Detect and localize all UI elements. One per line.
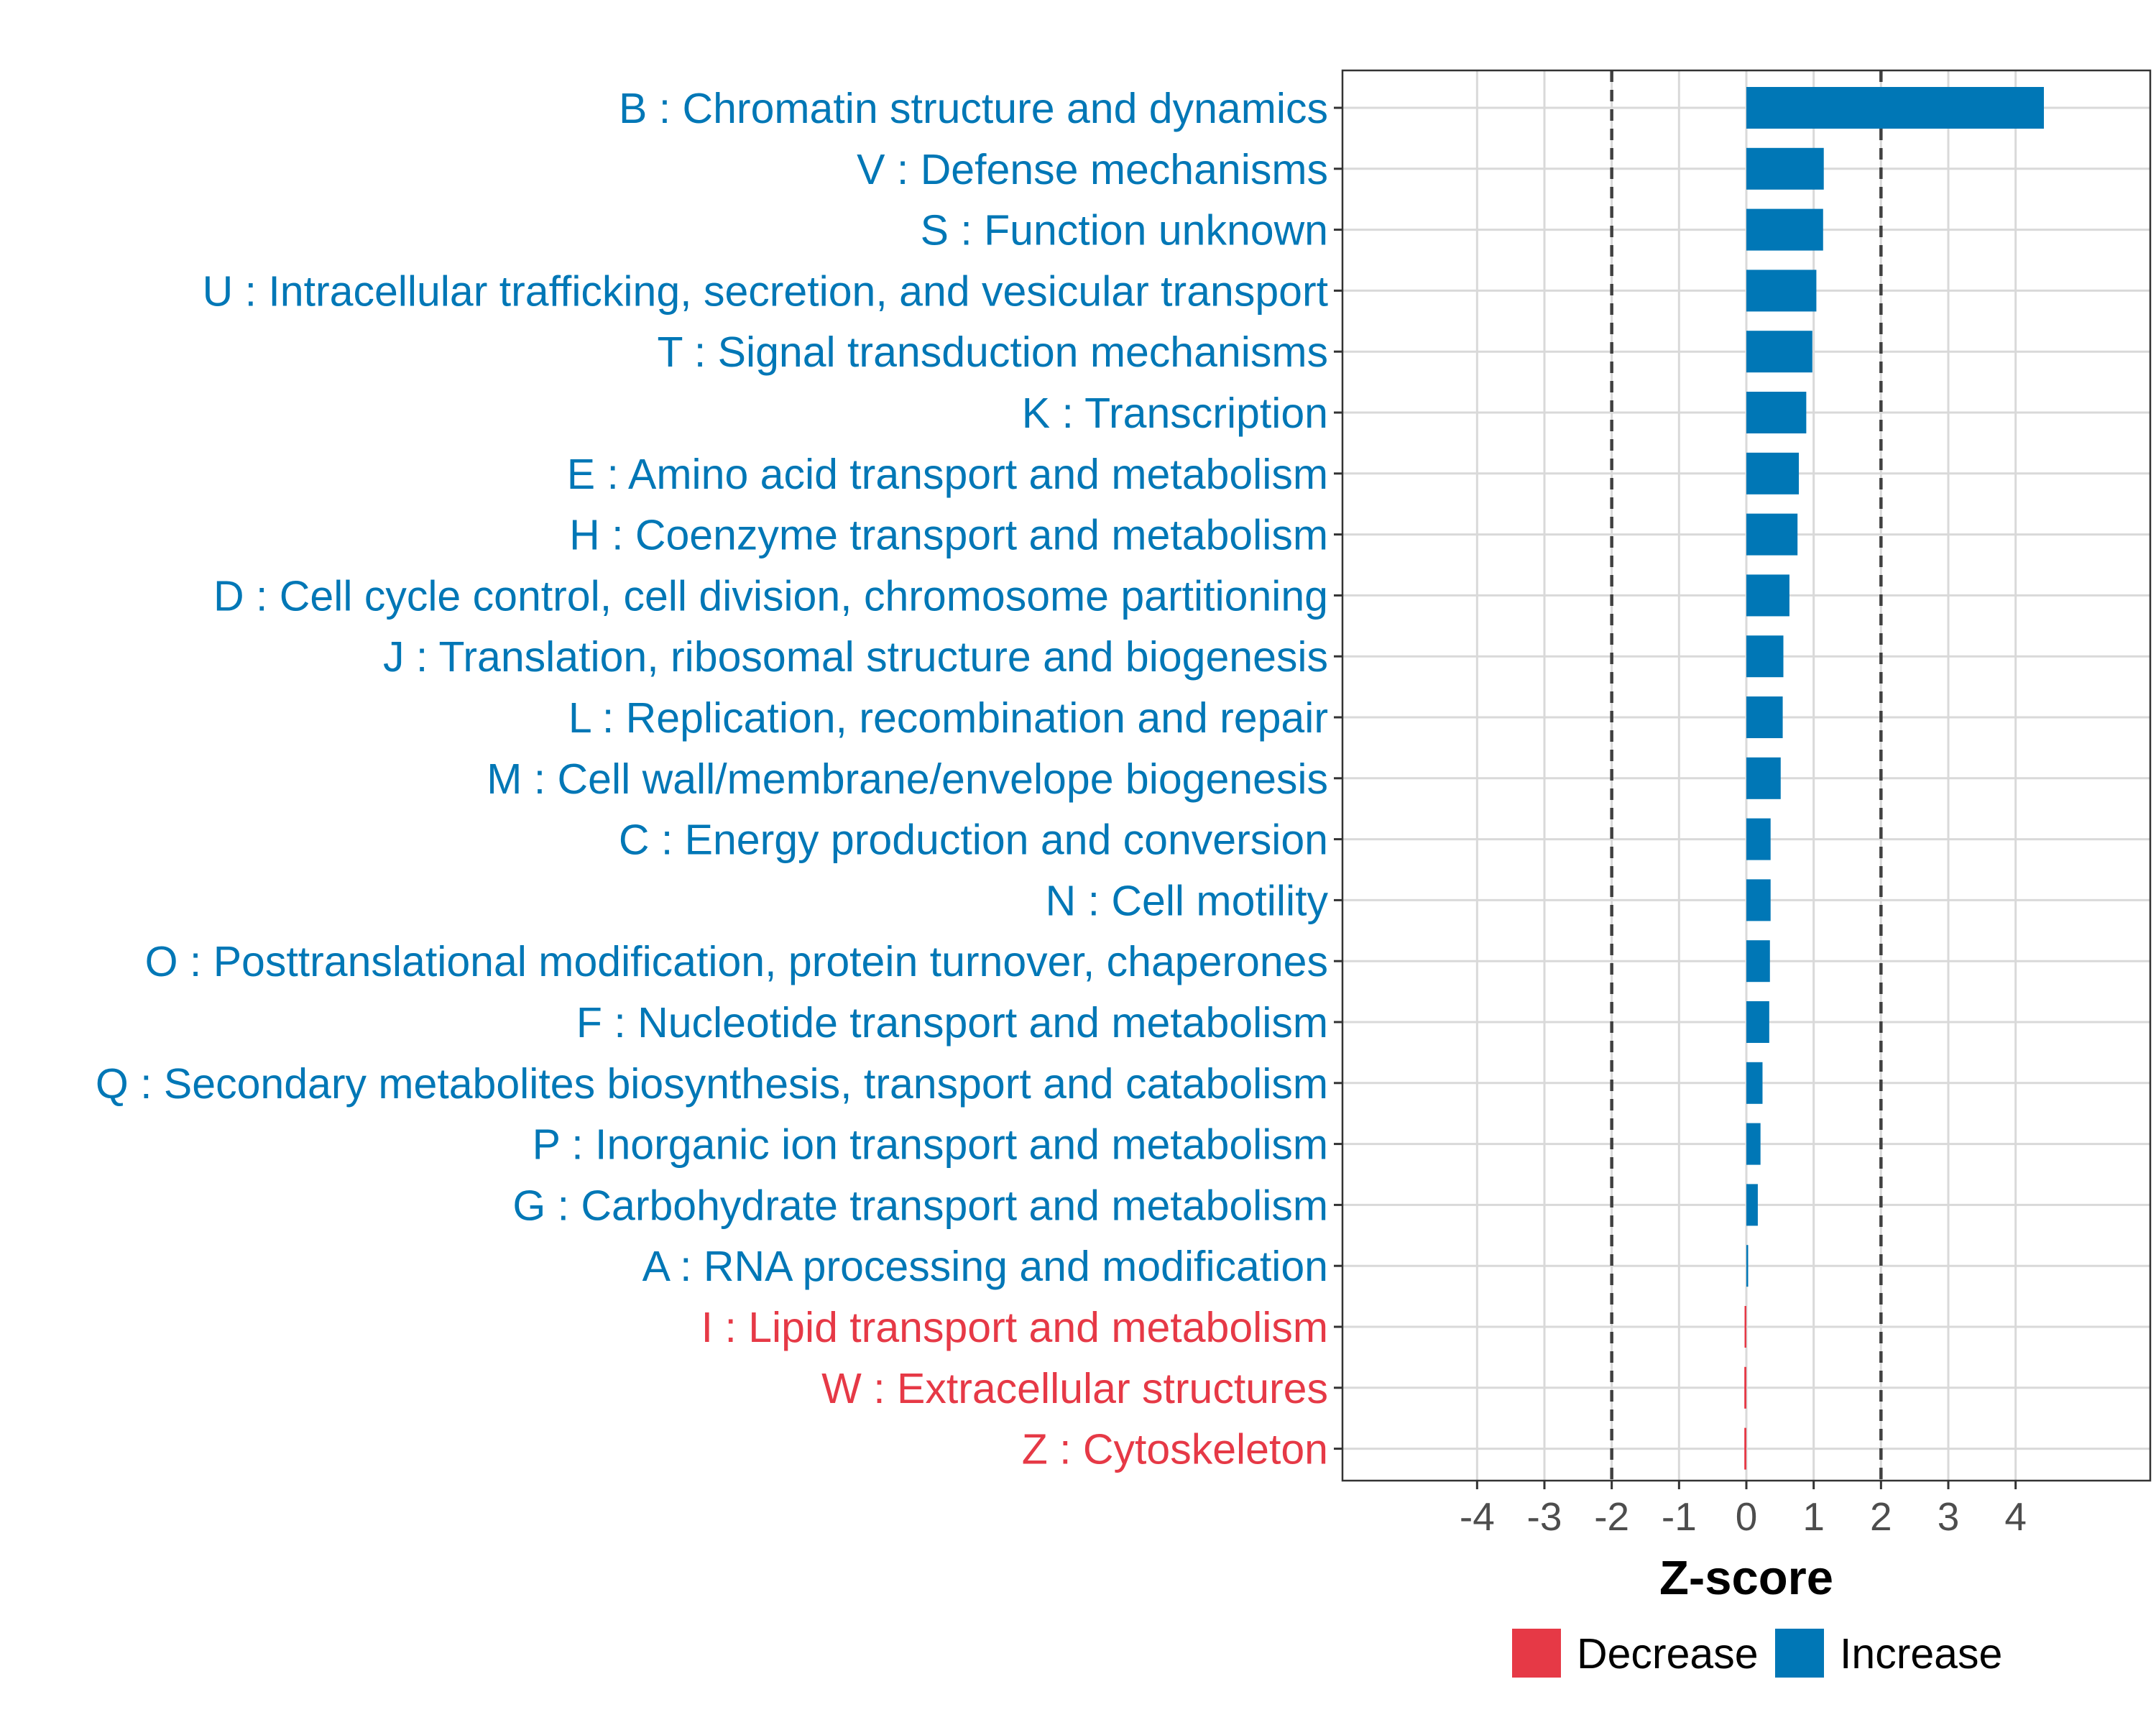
x-axis-ticks	[1475, 1481, 2017, 1489]
bar	[1746, 1123, 1761, 1165]
x-tick-label: -2	[1594, 1494, 1629, 1539]
bar	[1746, 392, 1807, 433]
bar	[1744, 1427, 1746, 1470]
bar	[1746, 940, 1770, 983]
x-tick-label: 1	[1802, 1494, 1825, 1539]
category-label: L : Replication, recombination and repai…	[568, 694, 1328, 742]
category-label: E : Amino acid transport and metabolism	[567, 451, 1328, 498]
bar	[1746, 513, 1798, 556]
threshold-lines	[1610, 70, 1883, 1481]
y-axis-ticks	[1334, 106, 1342, 1450]
bar	[1746, 635, 1784, 678]
bar	[1746, 147, 1824, 190]
category-label: N : Cell motility	[1046, 877, 1329, 924]
category-label: G : Carbohydrate transport and metabolis…	[512, 1182, 1328, 1229]
category-label: O : Posttranslational modification, prot…	[145, 938, 1328, 985]
x-tick-label: -1	[1662, 1494, 1697, 1539]
bar	[1744, 1366, 1746, 1409]
bar	[1746, 87, 2045, 129]
category-label: Z : Cytoskeleton	[1022, 1426, 1328, 1473]
category-label: M : Cell wall/membrane/envelope biogenes…	[487, 755, 1328, 803]
bar	[1744, 1306, 1746, 1348]
bar	[1746, 757, 1781, 799]
x-axis-title: Z-score	[1659, 1551, 1833, 1605]
x-tick-label: -3	[1527, 1494, 1562, 1539]
category-label: T : Signal transduction mechanisms	[657, 328, 1328, 376]
category-label: K : Transcription	[1022, 390, 1328, 437]
category-label: C : Energy production and conversion	[619, 816, 1328, 864]
category-label: W : Extracellular structures	[821, 1365, 1328, 1412]
category-label: V : Defense mechanisms	[857, 146, 1328, 193]
category-label: J : Translation, ribosomal structure and…	[383, 633, 1328, 681]
y-axis-labels: B : Chromatin structure and dynamics V : …	[96, 85, 1329, 1473]
bar	[1746, 452, 1800, 494]
bar	[1746, 1184, 1758, 1226]
x-axis-tick-labels: -4 -3 -2 -1 0 1 2 3 4	[1460, 1494, 2027, 1539]
category-label: I : Lipid transport and metabolism	[701, 1304, 1328, 1351]
x-tick-label: 3	[1938, 1494, 1960, 1539]
legend-label: Decrease	[1577, 1630, 1759, 1678]
bar	[1746, 208, 1823, 251]
category-label: B : Chromatin structure and dynamics	[619, 85, 1328, 132]
category-label: D : Cell cycle control, cell division, c…	[213, 572, 1328, 620]
bar	[1746, 574, 1789, 617]
category-label: Q : Secondary metabolites biosynthesis, …	[96, 1060, 1328, 1108]
x-tick-label: -4	[1460, 1494, 1495, 1539]
bar	[1746, 696, 1783, 738]
category-label: H : Coenzyme transport and metabolism	[569, 512, 1328, 559]
category-label: F : Nucleotide transport and metabolism	[576, 999, 1328, 1046]
bar	[1746, 270, 1817, 312]
bars	[1744, 87, 2045, 1470]
legend-key	[1512, 1629, 1561, 1678]
bar	[1746, 879, 1771, 921]
bar	[1746, 1001, 1769, 1043]
legend: Decrease Increase	[1512, 1629, 2002, 1678]
category-label: S : Function unknown	[921, 207, 1328, 254]
bar	[1746, 331, 1812, 373]
category-label: P : Inorganic ion transport and metaboli…	[533, 1121, 1328, 1169]
bar	[1746, 1062, 1763, 1104]
category-label: U : Intracellular trafficking, secretion…	[203, 267, 1328, 315]
category-label: A : RNA processing and modification	[642, 1243, 1328, 1290]
legend-label: Increase	[1840, 1630, 2002, 1678]
x-tick-label: 4	[2004, 1494, 2027, 1539]
legend-key	[1775, 1629, 1824, 1678]
bar	[1746, 1245, 1749, 1287]
x-tick-label: 2	[1870, 1494, 1892, 1539]
bar	[1746, 818, 1771, 860]
x-tick-label: 0	[1736, 1494, 1758, 1539]
